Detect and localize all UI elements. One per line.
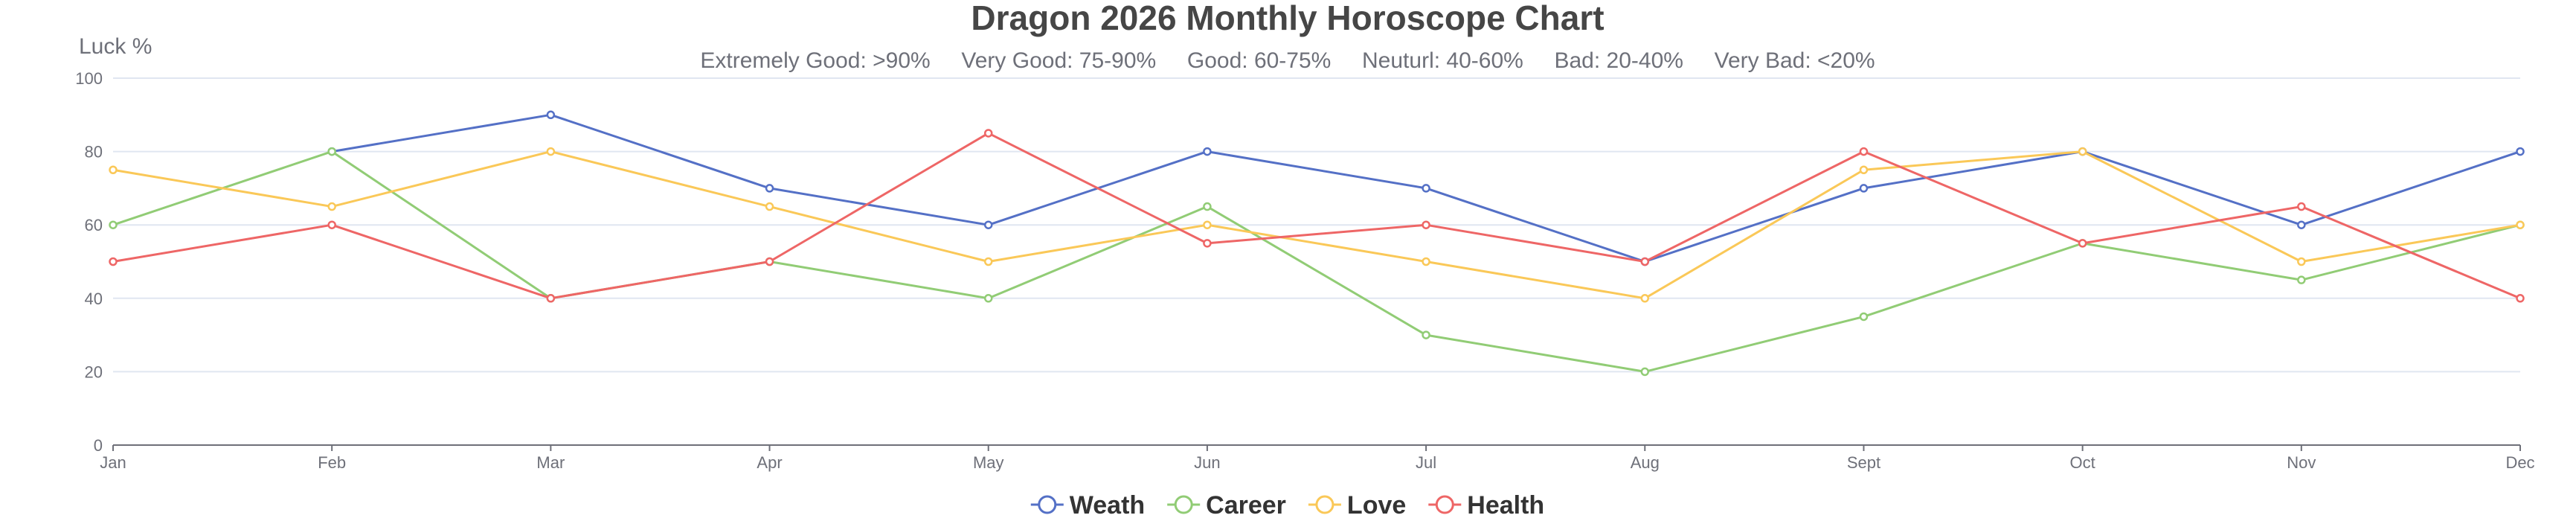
x-tick-label: Mar bbox=[536, 453, 565, 472]
legend-circle-icon bbox=[1174, 495, 1193, 514]
series-love bbox=[109, 147, 2525, 303]
chart-subtitle: Extremely Good: >90% Very Good: 75-90% G… bbox=[700, 48, 1875, 73]
legend-item-health[interactable]: Health bbox=[1428, 491, 1544, 520]
x-tick-label: Aug bbox=[1631, 453, 1660, 472]
x-tick-label: Feb bbox=[318, 453, 346, 472]
legend-item-weath[interactable]: Weath bbox=[1030, 491, 1145, 520]
data-point[interactable] bbox=[1203, 147, 1212, 156]
series-line-health bbox=[112, 132, 2521, 300]
data-point[interactable] bbox=[2297, 220, 2306, 229]
data-point[interactable] bbox=[109, 257, 118, 266]
data-point[interactable] bbox=[1203, 202, 1212, 211]
data-point[interactable] bbox=[546, 110, 556, 120]
legend-circle-icon bbox=[1038, 495, 1057, 514]
data-point[interactable] bbox=[2516, 294, 2525, 303]
legend-item-love[interactable]: Love bbox=[1308, 491, 1406, 520]
x-tick-label: Jun bbox=[1194, 453, 1220, 472]
data-point[interactable] bbox=[2516, 220, 2525, 229]
data-point[interactable] bbox=[1640, 257, 1650, 266]
grid-lines bbox=[113, 77, 2520, 373]
y-axis-label: Luck % bbox=[79, 34, 152, 59]
legend-label: Health bbox=[1467, 491, 1544, 520]
legend-circle-icon bbox=[1435, 495, 1454, 514]
y-tick-label: 80 bbox=[85, 143, 103, 162]
data-point[interactable] bbox=[2516, 147, 2525, 156]
axes: 0 20 40 60 80 100 Jan Feb Mar Apr May Jun Jul Aug Sept… bbox=[75, 69, 2534, 472]
y-tick-label: 60 bbox=[85, 216, 103, 234]
data-point[interactable] bbox=[765, 257, 774, 266]
data-point[interactable] bbox=[1640, 367, 1650, 377]
legend-label: Career bbox=[1206, 491, 1286, 520]
data-point[interactable] bbox=[1422, 257, 1430, 266]
y-tick-label: 20 bbox=[85, 362, 103, 381]
series-weath bbox=[327, 110, 2525, 266]
y-tick-label: 100 bbox=[75, 69, 103, 88]
data-point[interactable] bbox=[983, 294, 993, 303]
x-tick-label: Nov bbox=[2287, 453, 2316, 472]
data-point[interactable] bbox=[327, 202, 336, 211]
x-tick-label: May bbox=[973, 453, 1004, 472]
x-tick-label: Dec bbox=[2505, 453, 2534, 472]
data-point[interactable] bbox=[1859, 184, 1869, 193]
data-point[interactable] bbox=[2078, 239, 2087, 248]
data-point[interactable] bbox=[765, 184, 774, 193]
series-line-love bbox=[112, 150, 2521, 300]
legend-item-career[interactable]: Career bbox=[1167, 491, 1286, 520]
y-tick-label: 0 bbox=[94, 436, 103, 455]
data-point[interactable] bbox=[546, 147, 556, 156]
data-point[interactable] bbox=[1859, 147, 1869, 156]
data-point[interactable] bbox=[983, 129, 993, 138]
series-lines bbox=[109, 110, 2525, 377]
data-point[interactable] bbox=[1859, 165, 1869, 174]
data-point[interactable] bbox=[327, 220, 336, 229]
data-point[interactable] bbox=[983, 257, 993, 266]
data-point[interactable] bbox=[2297, 275, 2306, 284]
data-point[interactable] bbox=[1859, 312, 1869, 322]
data-point[interactable] bbox=[2297, 257, 2306, 266]
data-point[interactable] bbox=[2078, 147, 2087, 156]
x-tick-label: Jul bbox=[1416, 453, 1436, 472]
legend-label: Love bbox=[1347, 491, 1406, 520]
data-point[interactable] bbox=[109, 220, 118, 229]
data-point[interactable] bbox=[2297, 202, 2306, 211]
data-point[interactable] bbox=[1422, 184, 1430, 193]
data-point[interactable] bbox=[1640, 294, 1650, 303]
data-point[interactable] bbox=[1203, 239, 1212, 248]
x-tick-label: Sept bbox=[1847, 453, 1880, 472]
y-tick-label: 40 bbox=[85, 290, 103, 308]
data-point[interactable] bbox=[109, 165, 118, 174]
x-tick-label: Jan bbox=[100, 453, 126, 472]
data-point[interactable] bbox=[765, 202, 774, 211]
data-point[interactable] bbox=[1203, 220, 1212, 229]
data-point[interactable] bbox=[1422, 220, 1430, 229]
series-health bbox=[109, 129, 2525, 303]
series-line-career bbox=[112, 150, 2521, 373]
data-point[interactable] bbox=[327, 147, 336, 156]
chart-title: Dragon 2026 Monthly Horoscope Chart bbox=[971, 0, 1604, 37]
data-point[interactable] bbox=[1422, 330, 1430, 339]
legend-circle-icon bbox=[1315, 495, 1334, 514]
series-career bbox=[109, 147, 2525, 377]
data-point[interactable] bbox=[546, 294, 556, 303]
legend-label: Weath bbox=[1070, 491, 1145, 520]
x-tick-label: Oct bbox=[2070, 453, 2095, 472]
x-tick-label: Apr bbox=[757, 453, 782, 472]
legend[interactable]: Weath Career Love Health bbox=[1030, 491, 1544, 520]
data-point[interactable] bbox=[983, 220, 993, 229]
